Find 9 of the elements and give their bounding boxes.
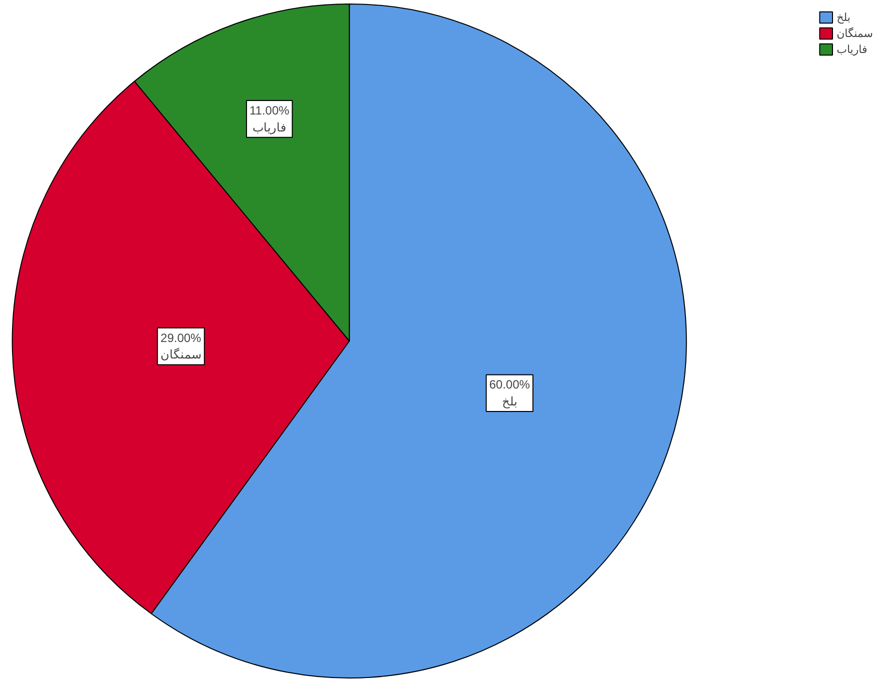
- legend-label: فاریاب: [836, 42, 868, 56]
- legend-label: بلخ: [836, 10, 852, 24]
- legend-label: سمنگان: [836, 26, 873, 40]
- data-label: 11.00%: [250, 104, 290, 118]
- data-label: 29.00%: [160, 330, 202, 345]
- slice-label: فاریاب: [252, 120, 286, 134]
- slice-label: بلخ: [502, 394, 518, 408]
- slice-label: سمنگان: [160, 348, 202, 362]
- data-label: 60.00%: [489, 378, 530, 392]
